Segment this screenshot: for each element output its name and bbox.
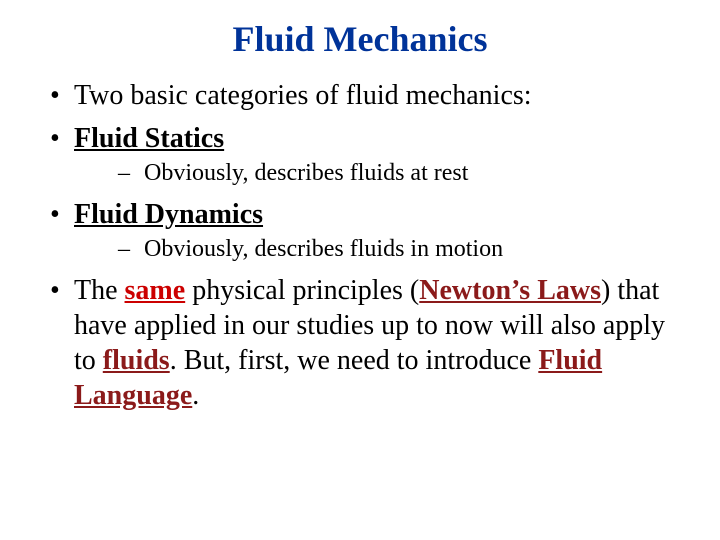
bullet-list: Two basic categories of fluid mechanics:… [40, 78, 680, 413]
word-fluids: fluids [103, 345, 170, 376]
sublist-statics: Obviously, describes fluids at rest [74, 158, 680, 189]
seg-the: The [74, 275, 125, 306]
subbullet-dynamics: Obviously, describes fluids in motion [74, 234, 680, 265]
bullet-fluid-dynamics-text: Fluid Dynamics [74, 199, 263, 230]
subbullet-statics: Obviously, describes fluids at rest [74, 158, 680, 189]
word-newtons-laws: Newton’s Laws [419, 275, 601, 306]
sublist-dynamics: Obviously, describes fluids in motion [74, 234, 680, 265]
bullet-fluid-statics: Fluid Statics Obviously, describes fluid… [40, 121, 680, 189]
bullet-categories: Two basic categories of fluid mechanics: [40, 78, 680, 113]
slide-title: Fluid Mechanics [40, 18, 680, 60]
subbullet-dynamics-text: Obviously, describes fluids in motion [144, 236, 503, 262]
word-same: same [125, 275, 186, 306]
seg-physical: physical principles ( [185, 275, 419, 306]
bullet-principles: The same physical principles (Newton’s L… [40, 273, 680, 413]
bullet-categories-text: Two basic categories of fluid mechanics: [74, 80, 532, 111]
slide: Fluid Mechanics Two basic categories of … [0, 0, 720, 540]
seg-period: . [192, 380, 199, 411]
bullet-fluid-statics-text: Fluid Statics [74, 123, 224, 154]
bullet-fluid-dynamics: Fluid Dynamics Obviously, describes flui… [40, 197, 680, 265]
subbullet-statics-text: Obviously, describes fluids at rest [144, 160, 468, 186]
seg-but-first: . But, first, we need to introduce [170, 345, 539, 376]
